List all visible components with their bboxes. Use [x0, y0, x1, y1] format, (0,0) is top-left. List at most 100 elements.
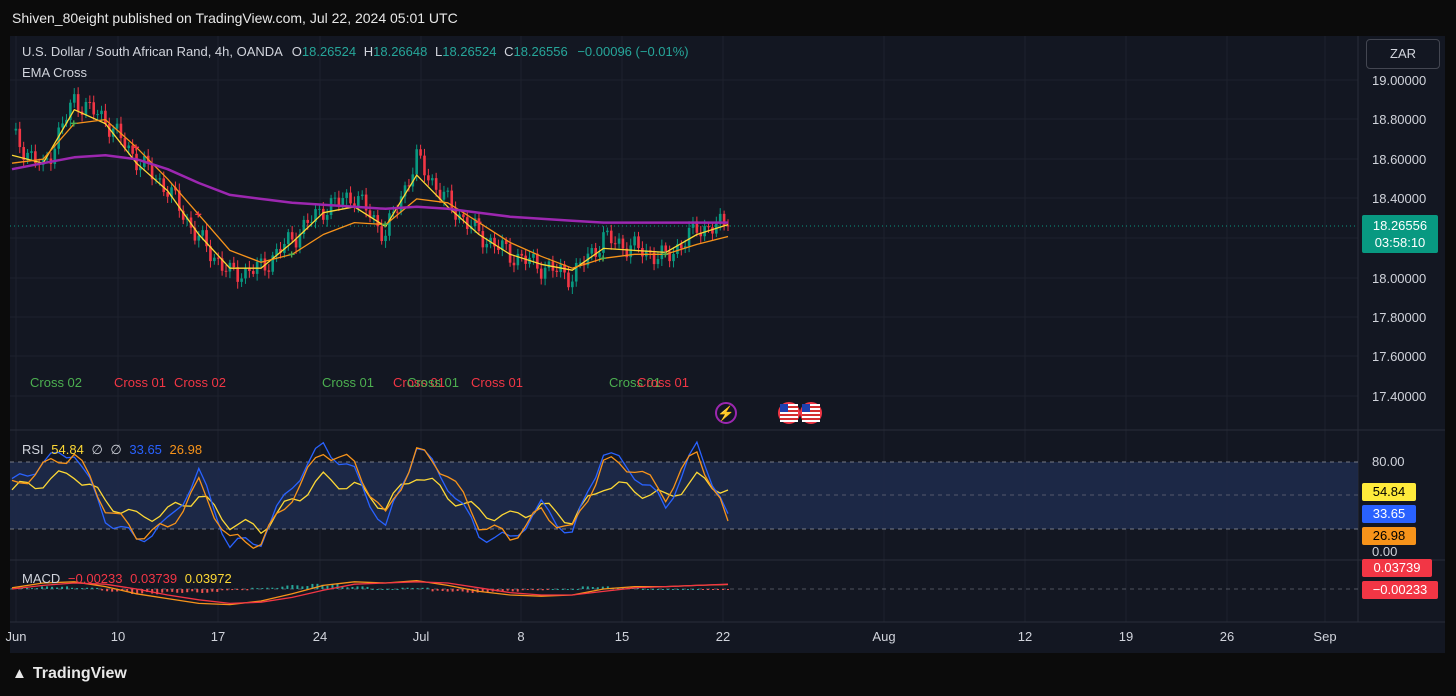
macd-histogram-bar	[336, 583, 339, 589]
candle-body	[209, 246, 212, 262]
main-legend: U.S. Dollar / South African Rand, 4h, OA…	[22, 44, 689, 59]
macd-histogram-bar	[646, 589, 649, 590]
price-axis[interactable]: 19.00000 18.80000 18.60000 18.40000 18.0…	[1372, 73, 1426, 559]
macd-histogram-bar	[656, 589, 659, 590]
candle-body	[240, 278, 243, 282]
candle-body	[170, 187, 173, 197]
candle-body	[302, 219, 306, 235]
rsi-lines	[11, 440, 729, 549]
macd-histogram-bar	[76, 588, 79, 590]
candle-body	[609, 230, 613, 244]
macd-histogram-bar	[271, 587, 274, 589]
price-tick: 18.00000	[1372, 271, 1426, 286]
macd-hist-badge: −0.00233	[1362, 581, 1438, 599]
macd-histogram-bar	[671, 589, 674, 590]
candle-body	[656, 259, 660, 265]
macd-legend[interactable]: MACD −0.00233 0.03739 0.03972	[22, 571, 232, 586]
rsi-line-3	[11, 447, 729, 549]
macd-histogram-bar	[221, 589, 224, 591]
candle-body	[45, 158, 49, 160]
macd-histogram-bar	[581, 586, 584, 589]
candle-body	[88, 101, 92, 103]
candle-body	[72, 94, 76, 103]
symbol-name[interactable]: U.S. Dollar / South African Rand, 4h, OA…	[22, 44, 283, 59]
cross-label: Cross 02	[174, 375, 226, 390]
candle-body	[672, 254, 675, 262]
us-flag-icon[interactable]	[800, 402, 822, 424]
rsi-line-2	[11, 440, 729, 549]
macd-histogram-bar	[456, 589, 459, 592]
candle-body	[248, 267, 251, 272]
rsi-tick: 80.00	[1372, 454, 1405, 469]
macd-histogram-bar	[216, 589, 219, 592]
time-axis[interactable]: Jun 10 17 24 Jul 8 15 22 Aug 12 19 26 Se…	[6, 629, 1337, 644]
cross-label: Cross 01	[114, 375, 166, 390]
brand-logo[interactable]: ▲ TradingView	[12, 665, 127, 683]
macd-histogram-bar	[241, 589, 244, 591]
open-label: O	[291, 44, 302, 59]
chart-panel[interactable]	[10, 36, 1445, 653]
macd-histogram-bar	[71, 587, 74, 589]
candle-body	[703, 226, 706, 237]
time-tick: 8	[517, 629, 524, 644]
macd-histogram-bar	[341, 586, 344, 589]
candle-body	[520, 253, 524, 256]
rsi-value: 54.84	[51, 442, 84, 457]
cross-marker: +	[288, 247, 295, 261]
macd-histogram-bar	[441, 589, 444, 592]
publisher-bar: Shiven_80eight published on TradingView.…	[0, 0, 1456, 34]
close-label: C	[504, 44, 514, 59]
candle-body	[139, 167, 142, 171]
candle-body	[446, 190, 450, 192]
macd-histogram-bar	[46, 586, 49, 589]
price-tick: 18.60000	[1372, 152, 1426, 167]
us-flag-icon[interactable]	[778, 402, 800, 424]
indicator-legend[interactable]: EMA Cross	[22, 65, 88, 80]
macd-histogram-bar	[606, 586, 609, 589]
macd-histogram-bar	[601, 586, 604, 589]
macd-histogram-bar	[691, 589, 694, 590]
open-value: 18.26524	[301, 44, 357, 59]
cross-marker: +	[475, 216, 482, 230]
macd-histogram-bar	[576, 589, 579, 590]
candle-body	[84, 101, 88, 115]
macd-histogram-bar	[431, 589, 434, 592]
macd-histogram-bar	[551, 589, 554, 590]
candle-body	[104, 110, 107, 124]
macd-histogram-bar	[231, 589, 234, 591]
rsi-legend[interactable]: RSI 54.84 ∅ ∅ 33.65 26.98	[22, 442, 202, 458]
currency-button[interactable]: ZAR	[1366, 39, 1440, 69]
cross-marker: +	[382, 218, 389, 232]
macd-histogram-bar	[111, 589, 114, 592]
macd-histogram-bar	[291, 585, 294, 589]
cross-label: Cross 01	[471, 375, 523, 390]
macd-histogram-bar	[391, 589, 394, 590]
candle-body	[69, 102, 72, 120]
macd-histogram-bar	[346, 587, 349, 589]
candle-body	[232, 262, 236, 268]
candle-body	[637, 236, 640, 249]
candle-body	[34, 151, 37, 164]
lightning-icon[interactable]: ⚡	[715, 402, 737, 424]
price-tick: 18.80000	[1372, 112, 1426, 127]
candle-body	[641, 248, 644, 257]
candle-body	[606, 230, 609, 233]
candle-body	[353, 203, 356, 207]
candle-body	[419, 149, 422, 156]
candle-body	[617, 238, 621, 244]
macd-histogram-bar	[406, 587, 409, 589]
candle-body	[465, 217, 469, 229]
candle-body	[216, 257, 220, 259]
candle-body	[512, 262, 516, 266]
candle-body	[53, 148, 57, 164]
cross-markers: + + + + + + + +	[70, 117, 668, 266]
candle-body	[555, 270, 559, 272]
price-tick: 18.40000	[1372, 191, 1426, 206]
macd-histogram-bar	[421, 587, 424, 589]
rsi-k-value: 33.65	[129, 442, 162, 457]
candle-body	[633, 236, 636, 246]
candle-body	[571, 281, 574, 288]
macd-histogram-bar	[186, 589, 189, 593]
candle-body	[691, 221, 695, 228]
